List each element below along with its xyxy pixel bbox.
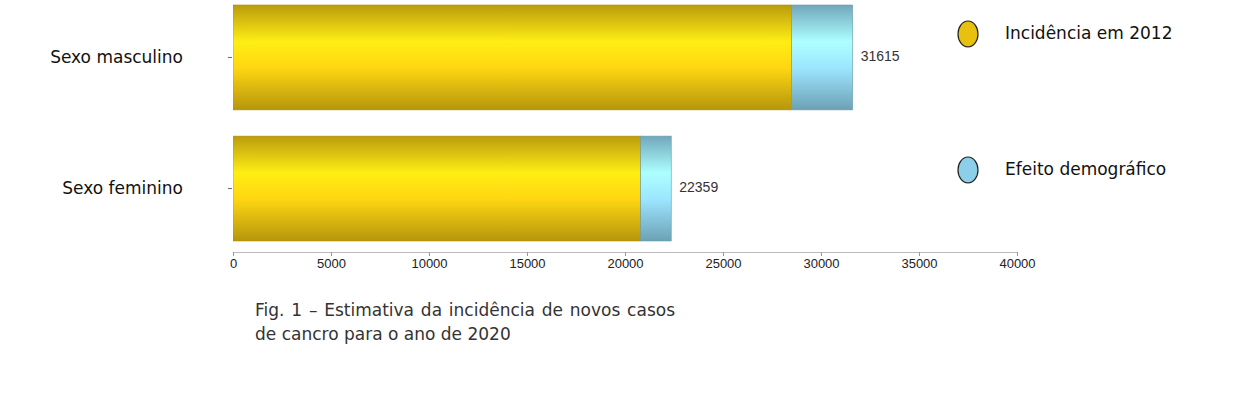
total-labels: 31615 22359 [679,48,900,195]
x-tick-label: 40000 [999,256,1035,271]
y-tick-label: Sexo masculino [50,47,183,67]
x-tick-label: 35000 [901,256,937,271]
x-tick: 0 [230,252,237,271]
x-tick: 10000 [411,252,447,271]
x-tick: 15000 [509,252,545,271]
y-axis-line [232,6,233,242]
bar-segment [792,5,853,110]
x-tick-label: 15000 [509,256,545,271]
legend-label: Incidência em 2012 [1005,23,1172,43]
bars [233,5,853,241]
x-tick: 25000 [705,252,741,271]
x-tick-label: 25000 [705,256,741,271]
total-label: 22359 [679,179,718,195]
x-tick: 30000 [803,252,839,271]
y-tick-mark [228,188,232,189]
x-tick-label: 20000 [607,256,643,271]
y-tick: Sexo feminino [62,178,232,198]
x-tick-label: 10000 [411,256,447,271]
x-axis: 0 5000 10000 15000 20000 25000 30000 35000 40000 [230,252,1036,271]
x-tick: 20000 [607,252,643,271]
y-tick-label: Sexo feminino [62,178,183,198]
legend-marker [958,21,978,47]
bar-segment [641,136,672,241]
x-tick: 35000 [901,252,937,271]
chart-title: Fig. 1 – Estimativa da incidência de nov… [255,298,675,346]
x-tick-label: 30000 [803,256,839,271]
bar-segment [233,136,641,241]
legend-label: Efeito demográfico [1005,159,1166,179]
x-tick-label: 0 [230,256,237,271]
y-tick: Sexo masculino [50,47,232,67]
legend-marker [958,157,978,183]
bar-segment [233,5,792,110]
total-label: 31615 [861,48,900,64]
x-tick: 5000 [317,252,346,271]
x-tick-label: 5000 [317,256,346,271]
y-tick-mark [228,57,232,58]
y-axis: Sexo masculino Sexo feminino [50,6,232,242]
x-tick: 40000 [999,252,1035,271]
legend: Incidência em 2012 Efeito demográfico [958,21,1172,183]
